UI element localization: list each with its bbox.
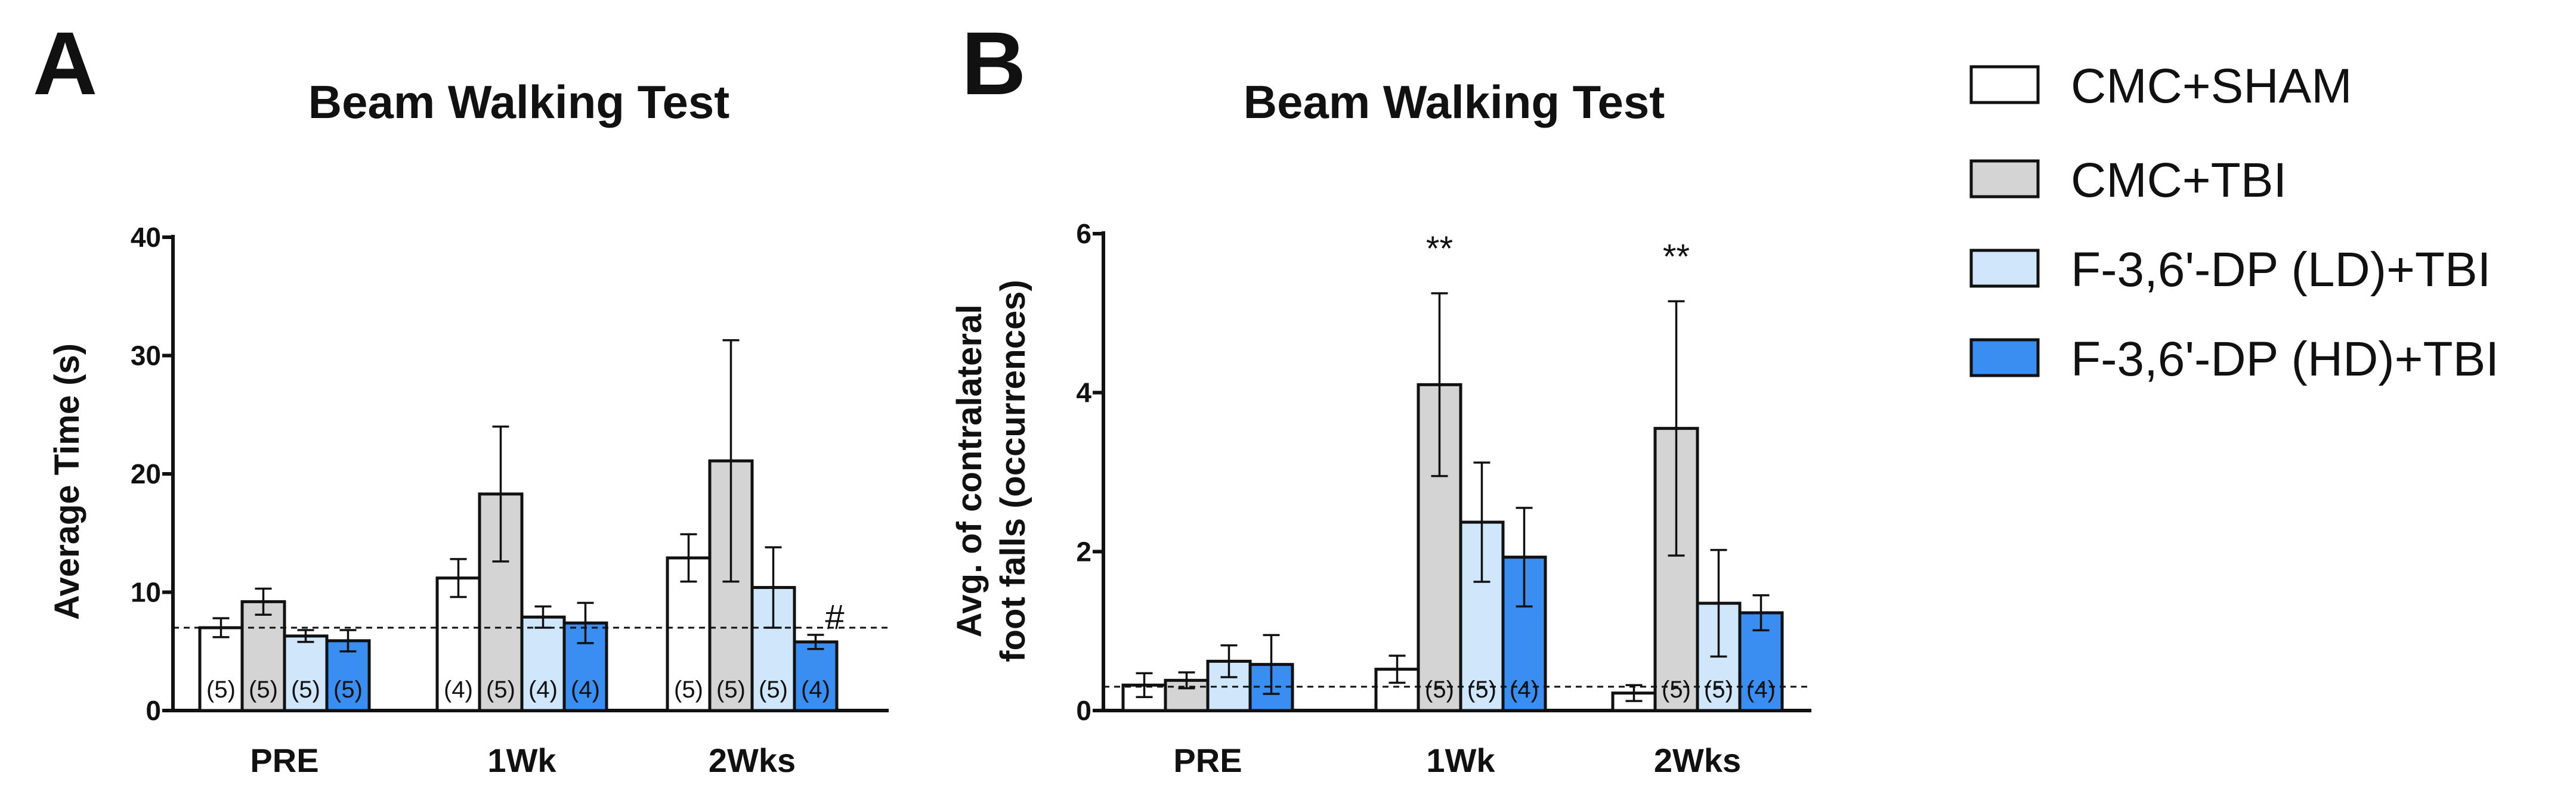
panel-a-bar-1wk-f-3-6-dp-ld-tbi [520, 615, 566, 712]
legend-item-cmc-tbi: CMC+TBI [1969, 153, 2287, 207]
panel-a-y-tick-label: 0 [146, 695, 161, 726]
panel-b-y-axis-label-line-2: foot falls (occurrences) [994, 280, 1032, 662]
panel-a-y-axis-label: Average Time (s) [48, 343, 86, 620]
legend-item-ld-tbi: F-3,6'-DP (LD)+TBI [1969, 243, 2491, 297]
legend-swatch-hd-tbi [1969, 338, 2040, 377]
legend-item-hd-tbi: F-3,6'-DP (HD)+TBI [1969, 332, 2499, 386]
panel-a-y-tick-label: 30 [131, 340, 161, 371]
panel-b-significance-marker: ** [1426, 229, 1453, 268]
panel-a-n-label: (5) [759, 677, 788, 703]
panel-b-y-tick-label: 0 [1076, 695, 1091, 726]
panel-b-significance-marker: ** [1663, 237, 1690, 276]
panel-b-n-label: (4) [1746, 677, 1776, 703]
panel-b-title: Beam Walking Test [1244, 76, 1665, 128]
panel-b-n-label: (5) [1662, 677, 1691, 703]
legend-swatch-ld-tbi [1969, 249, 2040, 288]
legend-label-cmc-tbi: CMC+TBI [2071, 153, 2287, 207]
panel-a-letter: A [33, 13, 97, 113]
legend-item-cmc-sham: CMC+SHAM [1969, 59, 2352, 113]
panel-a-y-tick-label: 10 [131, 577, 161, 608]
panel-a-significance-marker: # [825, 598, 844, 637]
panel-b-plot-area: 0 2 4 6 PRE (5) (5) (4) 1Wk (5) (5) (4) 2Wks ** ** [1076, 218, 1811, 779]
panel-b-n-label: (5) [1467, 677, 1496, 703]
panel-b-chart: B Beam Walking Test Avg. of contralatera… [950, 13, 1811, 779]
panel-a-bar-pre-cmc-sham [198, 626, 244, 712]
panel-a-n-label: (5) [486, 677, 515, 703]
legend-swatch-cmc-sham [1969, 65, 2040, 104]
legend-label-ld-tbi: F-3,6'-DP (LD)+TBI [2071, 243, 2491, 297]
panel-b-n-label: (5) [1425, 677, 1454, 703]
panel-a-n-label: (5) [674, 677, 703, 703]
panel-b-letter: B [961, 13, 1026, 113]
panel-b-y-axis-label-line-1: Avg. of contralateral [950, 305, 989, 638]
panel-a-category-label-1wk: 1Wk [487, 742, 556, 779]
panel-b-n-label: (4) [1510, 677, 1539, 703]
panel-b-n-label: (5) [1704, 677, 1733, 703]
panel-b-y-tick-label: 4 [1076, 377, 1091, 408]
panel-a-bar-2wks-cmc-sham [666, 556, 712, 712]
panel-a-n-label: (5) [206, 677, 236, 703]
panel-b-y-tick-label: 6 [1076, 218, 1091, 249]
panel-b-category-label-pre: PRE [1173, 742, 1242, 779]
panel-a-bar-2wks-f-3-6-dp-hd-tbi [793, 640, 839, 712]
panel-a-y-tick-label: 40 [131, 222, 161, 253]
panel-b-category-label-1wk: 1Wk [1426, 742, 1495, 779]
panel-a-n-label: (5) [716, 677, 746, 703]
legend: CMC+SHAM CMC+TBI F-3,6'-DP (LD)+TBI F-3,… [1969, 59, 2499, 386]
panel-a-n-label: (4) [528, 677, 558, 703]
panel-a-n-label: (4) [801, 677, 830, 703]
panel-a-bar-1wk-cmc-sham [435, 576, 481, 712]
panel-a-chart: A Beam Walking Test Average Time (s) 0 10… [33, 13, 889, 779]
panel-a-plot-area: 0 10 20 30 40 (5) (5) (5) (5) PRE (4) (5) (4) (4) 1Wk (… [131, 222, 889, 779]
panel-a-category-label-2wks: 2Wks [709, 742, 796, 779]
panel-a-n-label: (4) [571, 677, 600, 703]
panel-a-y-tick-label: 20 [131, 458, 161, 489]
panel-a-n-label: (5) [333, 677, 363, 703]
legend-swatch-cmc-tbi [1969, 159, 2040, 199]
legend-label-cmc-sham: CMC+SHAM [2071, 59, 2352, 113]
panel-b-y-tick-label: 2 [1076, 536, 1091, 567]
panel-a-n-label: (5) [291, 677, 320, 703]
panel-a-n-label: (4) [444, 677, 473, 703]
panel-a-n-label: (5) [249, 677, 278, 703]
panel-a-category-label-pre: PRE [250, 742, 318, 779]
panel-b-category-label-2wks: 2Wks [1654, 742, 1741, 779]
panel-a-title: Beam Walking Test [308, 76, 730, 128]
legend-label-hd-tbi: F-3,6'-DP (HD)+TBI [2071, 332, 2499, 386]
